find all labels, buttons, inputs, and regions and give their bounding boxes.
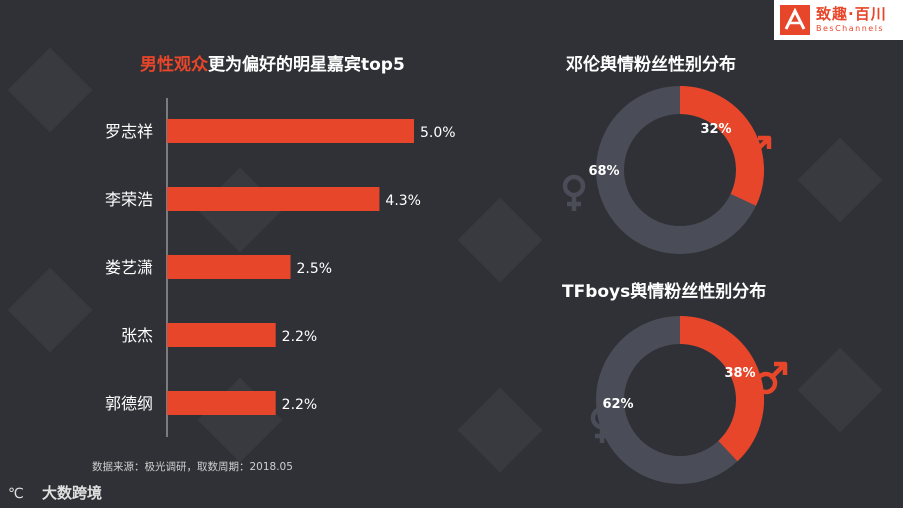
brand-logo: 致趣·百川 BesChannels [774, 0, 903, 40]
bar-value-label: 2.5% [297, 261, 333, 277]
bar-1 [167, 119, 414, 143]
bar-2 [167, 187, 380, 211]
donut-slice-male [679, 86, 764, 206]
donut1-title: 邓伦舆情粉丝性别分布 [566, 55, 736, 75]
female-symbol-icon [590, 406, 614, 443]
footer-logo-text: 大数跨境 [42, 484, 103, 502]
donut-label-female: 68% [588, 164, 619, 179]
bar-category-label: 郭德纲 [105, 394, 153, 413]
bar-value-label: 4.3% [385, 193, 421, 209]
brand-mark-icon [780, 5, 810, 35]
data-source-note: 数据来源：极光调研，取数周期：2018.05 [92, 461, 293, 473]
logo-en-text: BesChannels [816, 24, 885, 33]
donut-label-male: 32% [700, 122, 731, 137]
footer-logo-icon: ℃ [8, 486, 24, 502]
bar-category-label: 张杰 [121, 326, 153, 345]
bar-value-label: 5.0% [420, 125, 456, 141]
female-symbol-icon [562, 174, 586, 211]
bar-chart-title: 男性观众更为偏好的明星嘉宾top5 [140, 50, 405, 75]
svg-text:℃: ℃ [8, 486, 24, 502]
bar-value-label: 2.2% [282, 397, 318, 413]
donut-label-male: 38% [724, 366, 755, 381]
donut-chart-2: 38% 62% [590, 316, 788, 484]
bar-3 [167, 255, 291, 279]
bar-category-label: 娄艺潇 [105, 258, 153, 277]
bar-category-label: 罗志祥 [105, 122, 153, 141]
bar-5 [167, 391, 276, 415]
male-symbol-icon [738, 135, 772, 169]
bar-category-label: 李荣浩 [105, 190, 153, 209]
donut-chart-1: 32% 68% [562, 86, 772, 254]
logo-cn-text: 致趣·百川 [816, 5, 887, 23]
bar-title-rest: 更为偏好的明星嘉宾top5 [208, 55, 405, 75]
male-symbol-icon [754, 361, 788, 395]
donut-slice-male [679, 316, 764, 462]
bar-4 [167, 323, 276, 347]
donut-label-female: 62% [602, 397, 633, 412]
donut2-title: TFboys舆情粉丝性别分布 [562, 282, 767, 302]
bar-value-label: 2.2% [282, 329, 318, 345]
bar-title-highlight: 男性观众 [140, 55, 208, 75]
footer-logo: ℃ 大数跨境 [8, 482, 102, 503]
